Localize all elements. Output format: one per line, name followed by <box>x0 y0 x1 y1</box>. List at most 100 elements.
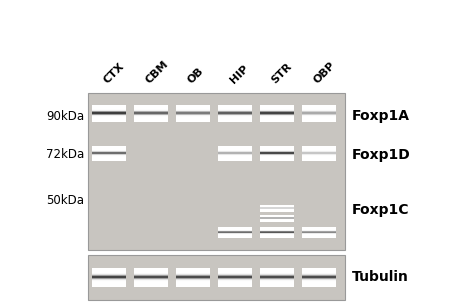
Bar <box>219 119 252 120</box>
Bar <box>302 109 336 110</box>
Bar <box>219 150 252 151</box>
Bar <box>260 281 294 282</box>
Bar <box>219 236 252 237</box>
Bar <box>260 281 294 282</box>
Bar <box>134 268 168 269</box>
Bar <box>134 272 168 273</box>
Bar <box>260 118 294 119</box>
Bar <box>134 111 168 112</box>
Bar <box>134 119 168 120</box>
Bar <box>219 229 252 230</box>
Bar <box>260 283 294 284</box>
Bar <box>92 275 126 276</box>
Bar <box>302 277 336 278</box>
Bar <box>302 151 336 152</box>
Bar <box>302 277 336 278</box>
Bar <box>302 280 336 281</box>
Bar <box>260 236 294 237</box>
Bar <box>302 109 336 110</box>
Bar <box>302 146 336 147</box>
Bar <box>88 93 345 250</box>
Bar <box>260 231 294 232</box>
Bar <box>176 269 210 270</box>
Bar <box>260 274 294 275</box>
Bar <box>176 115 210 116</box>
Bar <box>302 272 336 273</box>
Bar <box>176 285 210 286</box>
Bar <box>176 118 210 119</box>
Bar <box>88 255 345 300</box>
Bar <box>219 275 252 276</box>
Bar <box>260 108 294 109</box>
Bar <box>219 281 252 282</box>
Bar <box>92 270 126 271</box>
Bar <box>260 284 294 285</box>
Bar <box>302 273 336 274</box>
Bar <box>260 120 294 121</box>
Bar <box>176 112 210 113</box>
Bar <box>302 158 336 159</box>
Bar <box>302 113 336 114</box>
Bar <box>219 278 252 279</box>
Bar <box>260 276 294 277</box>
Bar <box>176 271 210 272</box>
Bar <box>134 285 168 286</box>
Bar <box>219 277 252 278</box>
Bar <box>219 108 252 109</box>
Bar <box>219 279 252 280</box>
Text: OBP: OBP <box>312 60 337 85</box>
Bar <box>260 119 294 120</box>
Bar <box>260 227 294 228</box>
Bar <box>302 114 336 115</box>
Bar <box>219 276 252 277</box>
Bar <box>134 109 168 110</box>
Bar <box>134 272 168 273</box>
Bar <box>260 284 294 285</box>
Bar <box>134 111 168 112</box>
Bar <box>219 109 252 110</box>
Bar <box>260 217 294 218</box>
Bar <box>302 276 336 277</box>
Bar <box>260 149 294 150</box>
Bar <box>260 152 294 153</box>
Bar <box>260 209 294 210</box>
Text: 72kDa: 72kDa <box>46 148 84 161</box>
Bar <box>302 236 336 237</box>
Bar <box>134 115 168 116</box>
Bar <box>176 281 210 282</box>
Bar <box>92 120 126 121</box>
Bar <box>92 115 126 116</box>
Bar <box>260 209 294 210</box>
Bar <box>92 146 126 147</box>
Bar <box>260 215 294 216</box>
Bar <box>134 112 168 113</box>
Bar <box>134 280 168 281</box>
Bar <box>134 277 168 278</box>
Bar <box>134 105 168 106</box>
Bar <box>302 151 336 152</box>
Bar <box>92 268 126 269</box>
Bar <box>92 281 126 282</box>
Bar <box>302 113 336 114</box>
Bar <box>92 112 126 113</box>
Bar <box>260 207 294 208</box>
Bar <box>176 279 210 280</box>
Bar <box>260 120 294 121</box>
Bar <box>260 157 294 158</box>
Bar <box>134 108 168 109</box>
Bar <box>92 156 126 157</box>
Bar <box>260 107 294 108</box>
Bar <box>219 159 252 160</box>
Bar <box>176 110 210 111</box>
Bar <box>219 157 252 158</box>
Bar <box>92 108 126 109</box>
Bar <box>134 113 168 114</box>
Bar <box>302 275 336 276</box>
Bar <box>176 114 210 115</box>
Bar <box>176 271 210 272</box>
Bar <box>260 109 294 110</box>
Bar <box>260 151 294 152</box>
Bar <box>219 281 252 282</box>
Bar <box>176 278 210 279</box>
Bar <box>260 271 294 272</box>
